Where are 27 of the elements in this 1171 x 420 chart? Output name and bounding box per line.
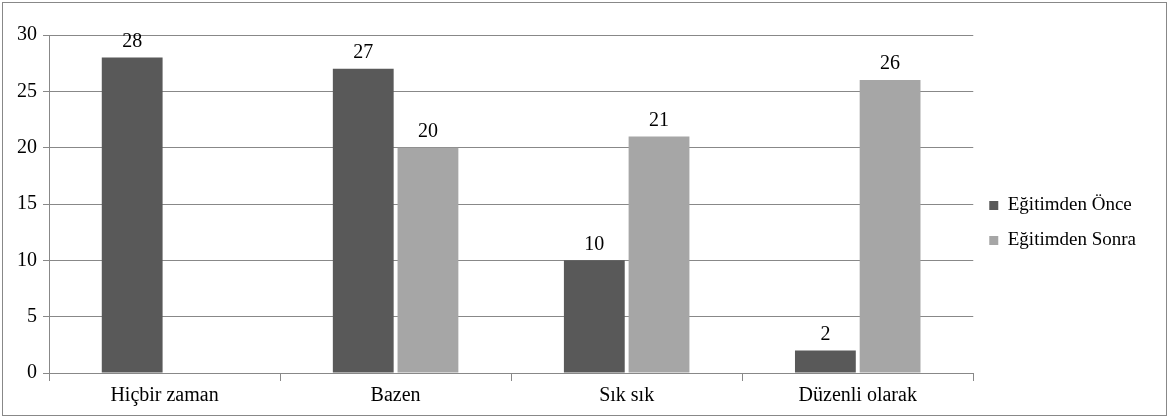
bar [859,80,921,373]
y-tick-label: 5 [27,303,37,326]
legend-label: Eğitimden Sonra [1007,228,1137,250]
y-tick-label: 30 [17,22,37,45]
legend-label: Eğitimden Önce [1007,193,1132,215]
bar [628,136,690,373]
x-tick-label: Bazen [370,383,421,406]
y-tick-label: 15 [17,191,37,214]
bar [332,68,394,373]
y-tick-label: 0 [27,360,37,383]
data-label: 27 [353,40,374,63]
data-label: 10 [584,231,605,254]
x-tick-label: Hiçbir zaman [110,383,219,407]
bar [794,350,856,373]
x-tick-label: Sık sık [599,383,655,406]
data-label: 21 [649,107,670,130]
bar [397,147,459,373]
x-tick-label: Düzenli olarak [798,383,917,406]
data-label: 28 [122,28,143,51]
data-label: 2 [820,321,831,344]
data-label: 26 [880,51,901,74]
data-label: 20 [417,118,438,141]
y-tick-label: 10 [17,247,37,270]
y-tick-label: 20 [17,134,37,157]
bar [563,260,625,373]
y-tick-label: 25 [17,78,37,101]
bar [101,57,163,373]
